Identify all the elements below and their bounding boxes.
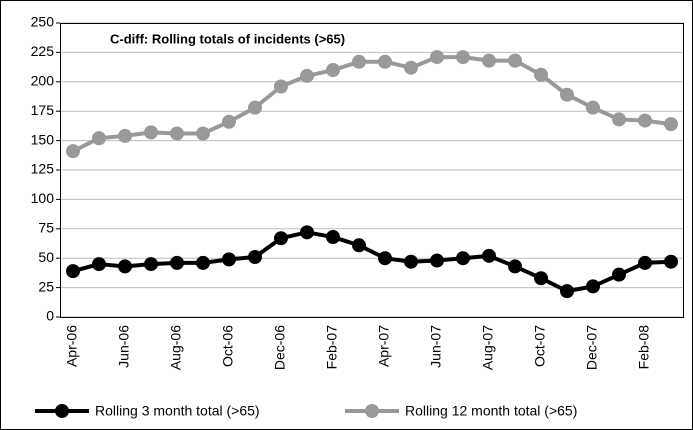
data-point xyxy=(300,225,314,240)
chart-title: C-diff: Rolling totals of incidents (>65… xyxy=(110,31,345,46)
data-point xyxy=(248,100,262,115)
data-point xyxy=(352,54,366,69)
x-tick-label: Apr-06 xyxy=(64,325,80,367)
data-point xyxy=(326,230,340,245)
x-tick-label: Aug-06 xyxy=(168,325,184,370)
data-point xyxy=(586,279,600,294)
data-point xyxy=(222,114,236,129)
data-point xyxy=(378,251,392,266)
x-tick-label: Dec-07 xyxy=(584,325,600,370)
data-point xyxy=(118,128,132,143)
data-point xyxy=(404,254,418,269)
data-point xyxy=(170,126,184,141)
x-tick-label: Feb-07 xyxy=(324,325,340,370)
y-tick-label: 75 xyxy=(38,220,54,236)
data-point xyxy=(534,271,548,286)
data-point xyxy=(144,257,158,272)
y-tick-label: 50 xyxy=(38,249,54,265)
data-point xyxy=(560,87,574,102)
data-point xyxy=(430,253,444,268)
x-tick-label: Oct-06 xyxy=(220,325,236,367)
data-point xyxy=(482,53,496,68)
data-point xyxy=(612,267,626,282)
y-tick-label: 125 xyxy=(31,161,55,177)
x-tick-label: Dec-06 xyxy=(272,325,288,370)
data-point xyxy=(586,100,600,115)
x-tick-label: Apr-07 xyxy=(376,325,392,367)
data-point xyxy=(508,259,522,274)
y-tick-label: 100 xyxy=(31,190,55,206)
data-point xyxy=(612,112,626,127)
data-point xyxy=(274,231,288,246)
data-point xyxy=(196,126,210,141)
data-point xyxy=(144,125,158,140)
x-tick-label: Jun-06 xyxy=(116,325,132,368)
y-tick-label: 250 xyxy=(31,14,55,30)
legend-label: Rolling 3 month total (>65) xyxy=(95,403,260,419)
y-tick-label: 225 xyxy=(31,43,55,59)
x-tick-label: Feb-08 xyxy=(636,325,652,370)
data-point xyxy=(560,284,574,299)
y-tick-label: 150 xyxy=(31,131,55,147)
y-tick-label: 200 xyxy=(31,73,55,89)
data-point xyxy=(248,250,262,265)
data-point xyxy=(196,255,210,270)
data-point xyxy=(66,264,80,279)
y-tick-label: 0 xyxy=(46,308,54,324)
x-tick-label: Aug-07 xyxy=(480,325,496,370)
data-point xyxy=(664,254,678,269)
x-tick-label: Oct-07 xyxy=(532,325,548,367)
data-point xyxy=(508,53,522,68)
data-point xyxy=(118,259,132,274)
data-point xyxy=(92,131,106,146)
data-point xyxy=(352,238,366,253)
x-tick-label: Jun-07 xyxy=(428,325,444,368)
legend-label: Rolling 12 month total (>65) xyxy=(405,403,577,419)
data-point xyxy=(92,257,106,272)
data-point xyxy=(456,251,470,266)
data-point xyxy=(664,117,678,132)
data-point xyxy=(430,50,444,65)
data-point xyxy=(222,252,236,267)
data-point xyxy=(534,67,548,82)
data-point xyxy=(66,144,80,159)
y-tick-label: 25 xyxy=(38,278,54,294)
data-point xyxy=(404,60,418,75)
data-point xyxy=(326,63,340,78)
legend-marker xyxy=(365,404,379,418)
data-point xyxy=(638,255,652,270)
legend-marker xyxy=(55,404,69,418)
data-point xyxy=(378,54,392,69)
data-point xyxy=(456,50,470,65)
data-point xyxy=(300,68,314,83)
data-point xyxy=(638,113,652,128)
data-point xyxy=(274,79,288,94)
plot-border xyxy=(60,23,684,318)
data-point xyxy=(482,248,496,263)
y-tick-label: 175 xyxy=(31,102,55,118)
data-point xyxy=(170,255,184,270)
